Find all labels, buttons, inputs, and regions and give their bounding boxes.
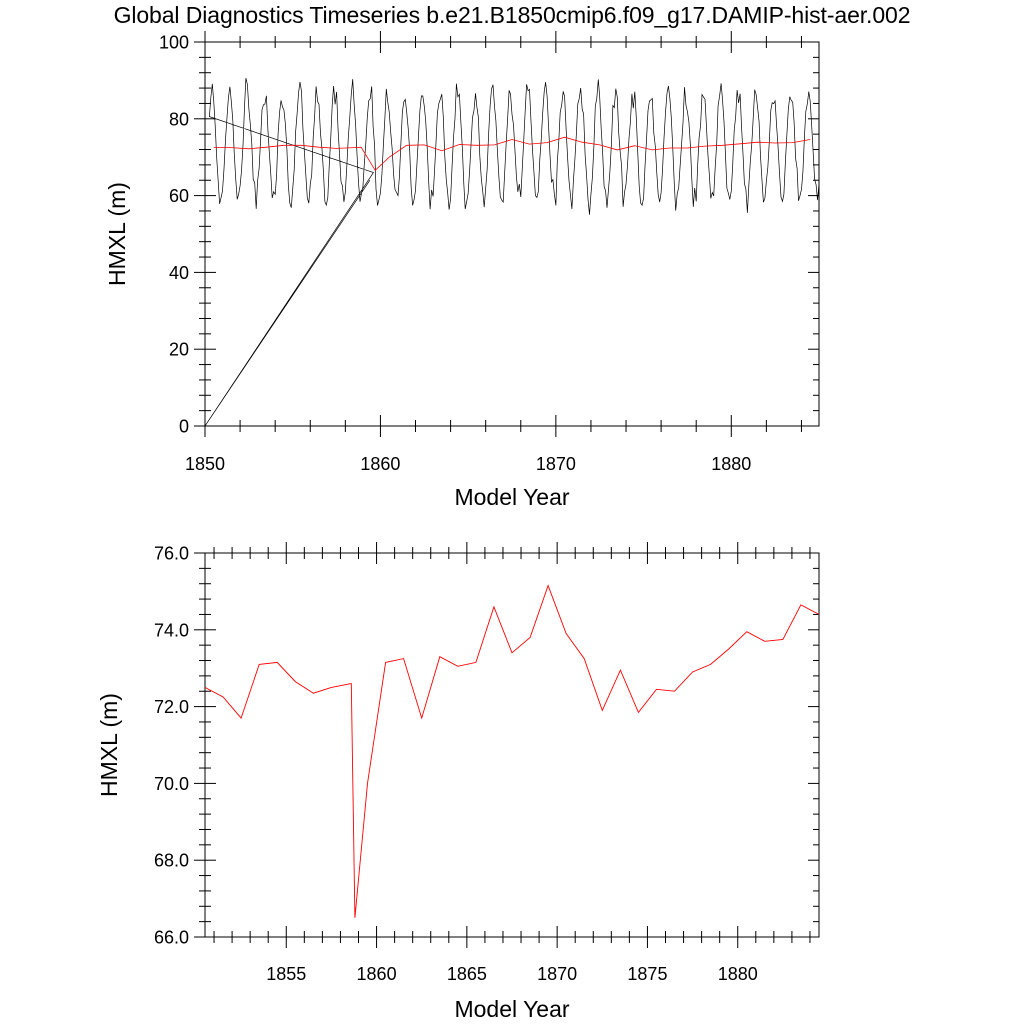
- y-tick-label: 74.0: [154, 620, 189, 640]
- x-tick-label: 1870: [536, 454, 576, 474]
- y-tick-label: 40: [169, 263, 189, 283]
- figure-title: Global Diagnostics Timeseries b.e21.B185…: [113, 2, 911, 28]
- y-tick-label: 100: [159, 33, 189, 53]
- x-tick-label: 1880: [711, 454, 751, 474]
- x-tick-label: 1855: [266, 964, 306, 984]
- y-axis-label: HMXL (m): [96, 693, 122, 797]
- y-tick-label: 70.0: [154, 774, 189, 794]
- x-tick-label: 1865: [447, 964, 487, 984]
- x-tick-label: 1860: [357, 964, 397, 984]
- x-tick-label: 1860: [360, 454, 400, 474]
- x-axis-label: Model Year: [454, 484, 569, 510]
- monthly-series-line: [205, 78, 819, 426]
- top-panel: 0 20 40 60 80 100 1850 1860 1870 1880 Model Year HM…: [104, 31, 820, 510]
- y-tick-label: 68.0: [154, 851, 189, 871]
- y-tick-label: 72.0: [154, 697, 189, 717]
- x-tick-label: 1850: [185, 454, 225, 474]
- bottom-panel: 66.0 68.0 70.0 72.0 74.0 76.0 1855 1860 1865 1870…: [96, 542, 820, 1022]
- y-tick-label: 66.0: [154, 928, 189, 948]
- x-tick-label: 1870: [537, 964, 577, 984]
- plot-area: [205, 78, 819, 426]
- plot-frame: [204, 552, 820, 938]
- y-tick-label: 0: [179, 417, 189, 437]
- y-tick-label: 76.0: [154, 544, 189, 564]
- annual-mean-series-line: [213, 136, 811, 171]
- y-axis-label: HMXL (m): [104, 182, 130, 286]
- y-tick-label: 80: [169, 109, 189, 129]
- x-axis-label: Model Year: [454, 996, 569, 1022]
- x-tick-label: 1880: [718, 964, 758, 984]
- x-tick-label: 1875: [627, 964, 667, 984]
- y-tick-label: 20: [169, 340, 189, 360]
- plot-area: [205, 584, 819, 918]
- annual-mean-series-line: [205, 584, 819, 918]
- y-tick-label: 60: [169, 186, 189, 206]
- plot-frame: [204, 41, 820, 427]
